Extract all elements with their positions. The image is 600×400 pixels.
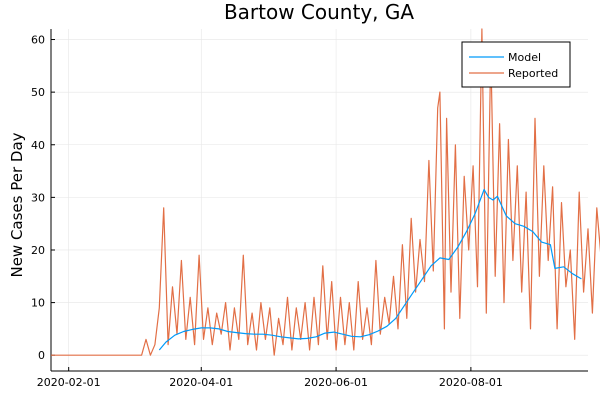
legend-label-model: Model	[508, 51, 541, 64]
y-tick-label: 0	[38, 349, 45, 362]
series-line-reported	[51, 28, 600, 356]
y-tick-label: 20	[31, 244, 45, 257]
y-axis-label: New Cases Per Day	[8, 132, 26, 277]
x-tick-label: 2020-04-01	[169, 376, 233, 389]
legend-box	[461, 41, 571, 88]
series-line-model	[158, 188, 582, 351]
x-tick-label: 2020-06-01	[304, 376, 368, 389]
x-tick-label: 2020-02-01	[37, 376, 101, 389]
chart-title: Bartow County, GA	[224, 0, 414, 24]
y-tick-label: 40	[31, 139, 45, 152]
axes	[50, 29, 588, 372]
tick-labels: 0 10 20 30 40 50 60 2020-02-01 2020-04-01 2020-06…	[31, 34, 503, 389]
series-lines	[51, 28, 600, 356]
legend-label-reported: Reported	[508, 67, 558, 80]
y-tick-label: 10	[31, 297, 45, 310]
y-tick-label: 50	[31, 86, 45, 99]
y-tick-label: 30	[31, 191, 45, 204]
legend: Model Reported	[461, 41, 571, 88]
y-tick-label: 60	[31, 34, 45, 47]
x-tick-label: 2020-08-01	[439, 376, 503, 389]
